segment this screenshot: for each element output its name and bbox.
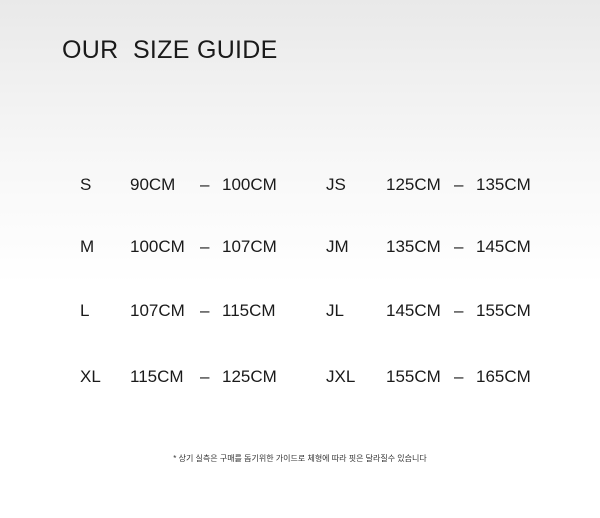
size-from: 125CM: [386, 175, 441, 194]
range-dash: –: [200, 175, 210, 194]
footnote: * 상기 실측은 구매를 돕기위한 가이드로 체형에 따라 핏은 달라질수 있습…: [173, 454, 427, 463]
size-from: 135CM: [386, 237, 441, 256]
size-to: 100CM: [222, 175, 277, 194]
size-label: JXL: [326, 367, 356, 386]
range-dash: –: [200, 301, 210, 320]
size-to: 165CM: [476, 367, 531, 386]
size-label: M: [80, 237, 95, 256]
size-to: 125CM: [222, 367, 277, 386]
range-dash: –: [200, 237, 210, 256]
size-label: S: [80, 175, 92, 194]
size-label: JL: [326, 301, 344, 320]
size-to: 107CM: [222, 237, 277, 256]
range-dash: –: [454, 237, 464, 256]
range-dash: –: [454, 175, 464, 194]
size-label: L: [80, 301, 90, 320]
size-to: 145CM: [476, 237, 531, 256]
size-from: 107CM: [130, 301, 185, 320]
size-from: 115CM: [130, 367, 184, 386]
size-from: 100CM: [130, 237, 185, 256]
size-from: 90CM: [130, 175, 176, 194]
range-dash: –: [454, 367, 464, 386]
size-label: XL: [80, 367, 101, 386]
size-label: JM: [326, 237, 349, 256]
size-to: 155CM: [476, 301, 531, 320]
page-title: OUR SIZE GUIDE: [62, 36, 278, 64]
range-dash: –: [454, 301, 464, 320]
range-dash: –: [200, 367, 210, 386]
size-from: 145CM: [386, 301, 441, 320]
size-to: 115CM: [222, 301, 276, 320]
size-label: JS: [326, 175, 346, 194]
size-to: 135CM: [476, 175, 531, 194]
size-from: 155CM: [386, 367, 441, 386]
